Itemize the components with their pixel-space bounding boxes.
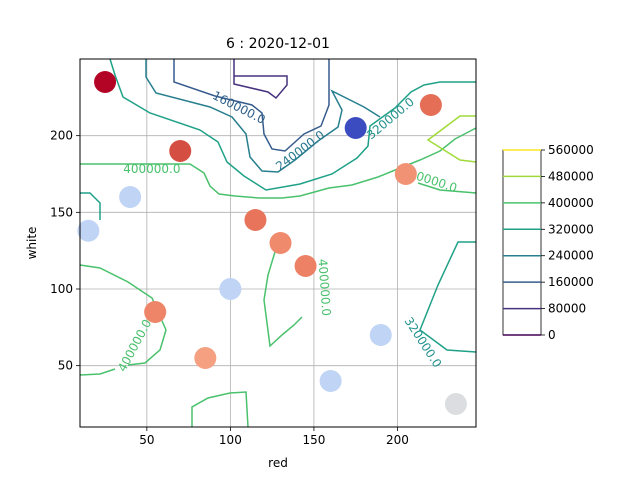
colorbar-tick-label: 320000 — [548, 222, 594, 236]
contour-160000 — [173, 59, 330, 152]
contour-240000 — [145, 59, 381, 173]
y-tick-label: 200 — [50, 129, 73, 143]
chart-title: 6 : 2020-12-01 — [226, 36, 330, 52]
y-tick-label: 100 — [50, 282, 73, 296]
y-axis-ticks: 50 100 150 200 — [50, 129, 80, 373]
colorbar-tick-label: 240000 — [548, 249, 594, 263]
colorbar-tick-label: 560000 — [548, 143, 594, 157]
contour-80000 — [233, 59, 288, 100]
scatter-point — [94, 71, 117, 93]
colorbar-tick-label: 160000 — [548, 275, 594, 289]
contour-320000-upper — [109, 58, 476, 191]
scatter-point — [319, 370, 342, 392]
colorbar-tick-label: 400000 — [548, 196, 594, 210]
contour-400000-upper — [80, 127, 477, 199]
x-tick-label: 150 — [302, 433, 325, 447]
colorbar-frame — [502, 149, 542, 336]
contour-bottom — [191, 391, 249, 428]
scatter-point — [294, 255, 317, 277]
scatter-point — [344, 117, 367, 139]
plot-frame — [79, 58, 477, 428]
colorbar-tick-label: 0 — [548, 328, 556, 342]
scatter-point — [419, 94, 442, 116]
scatter-point — [369, 324, 392, 346]
contour-left-small — [80, 192, 101, 220]
grid — [80, 59, 476, 427]
scatter-point — [394, 163, 417, 185]
x-axis-ticks: 50 100 150 200 — [139, 427, 409, 447]
y-tick-label: 150 — [50, 205, 73, 219]
colorbar-tick-label: 480000 — [548, 169, 594, 183]
contour-400000-lower-left-2 — [79, 368, 116, 376]
y-axis-label: white — [25, 227, 39, 260]
contour-320000-right — [419, 241, 477, 353]
scatter-point — [244, 209, 267, 231]
contour-400000-right — [417, 182, 477, 194]
scatter-point — [219, 278, 242, 300]
scatter-point — [77, 219, 100, 242]
contour-400000-mid — [263, 241, 303, 348]
x-tick-label: 200 — [386, 433, 409, 447]
y-tick-label: 50 — [58, 359, 73, 373]
contour-label: 400000.0 — [315, 258, 333, 316]
scatter-point — [269, 232, 292, 254]
scatter-point — [444, 393, 467, 415]
scatter-point — [144, 301, 167, 323]
contour-480000-right — [426, 115, 477, 163]
colorbar-tick-label: 80000 — [548, 302, 586, 316]
scatter-points — [77, 71, 467, 415]
x-axis-label: red — [268, 456, 288, 470]
scatter-point — [169, 140, 192, 162]
contour-label: 400000.0 — [123, 162, 180, 176]
scatter-point — [194, 347, 217, 369]
x-tick-label: 100 — [219, 433, 242, 447]
scatter-point — [119, 186, 142, 208]
x-tick-label: 50 — [139, 433, 154, 447]
colorbar: 0 80000 160000 240000 320000 400000 480000 5600… — [502, 143, 594, 342]
